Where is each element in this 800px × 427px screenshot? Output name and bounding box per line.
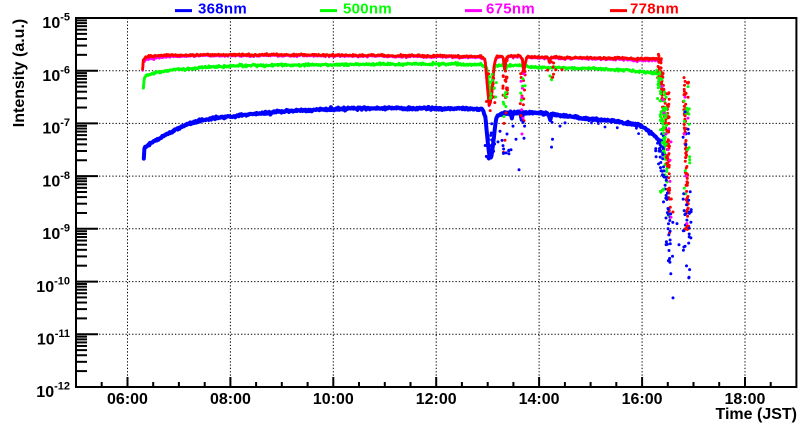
svg-text:500nm: 500nm [343, 1, 392, 18]
svg-text:18:00: 18:00 [725, 391, 766, 408]
svg-text:675nm: 675nm [486, 1, 535, 18]
svg-text:10:00: 10:00 [313, 391, 354, 408]
svg-text:16:00: 16:00 [622, 391, 663, 408]
svg-text:14:00: 14:00 [519, 391, 560, 408]
svg-text:08:00: 08:00 [210, 391, 251, 408]
svg-text:778nm: 778nm [630, 1, 679, 18]
svg-text:12:00: 12:00 [416, 391, 457, 408]
svg-text:Time (JST): Time (JST) [716, 406, 798, 423]
svg-text:Intensity (a.u.): Intensity (a.u.) [11, 19, 28, 127]
svg-text:06:00: 06:00 [107, 391, 148, 408]
svg-text:368nm: 368nm [198, 1, 247, 18]
